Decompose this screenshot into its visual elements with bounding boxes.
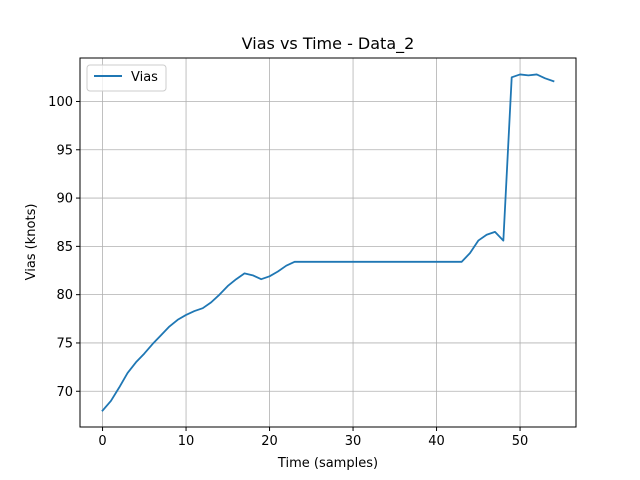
x-tick-label: 10 (178, 434, 195, 449)
x-tick-label: 40 (428, 434, 445, 449)
legend: Vias (86, 64, 167, 92)
legend-box (86, 64, 167, 92)
x-tick-label: 30 (345, 434, 362, 449)
chart-title: Vias vs Time - Data_2 (242, 34, 415, 54)
y-axis-ticks: 70 75 80 85 90 95 100 (48, 95, 80, 400)
legend-label: Vias (131, 70, 158, 85)
y-tick-label: 100 (48, 95, 73, 110)
grid-lines (80, 58, 576, 427)
y-axis-label: Vias (knots) (24, 204, 39, 281)
y-tick-label: 85 (56, 240, 73, 255)
x-tick-label: 50 (512, 434, 529, 449)
x-tick-label: 0 (98, 434, 106, 449)
x-axis-label: Time (samples) (277, 456, 378, 471)
y-tick-label: 95 (56, 143, 73, 158)
y-tick-label: 75 (56, 336, 73, 351)
y-tick-label: 70 (56, 385, 73, 400)
x-axis-ticks: 0 10 20 30 40 50 (98, 427, 528, 449)
plot-frame (79, 57, 577, 428)
series-line-vias (101, 73, 555, 412)
x-tick-label: 20 (261, 434, 278, 449)
series-layer (101, 73, 555, 412)
y-tick-label: 90 (56, 192, 73, 207)
y-tick-label: 80 (56, 288, 73, 303)
